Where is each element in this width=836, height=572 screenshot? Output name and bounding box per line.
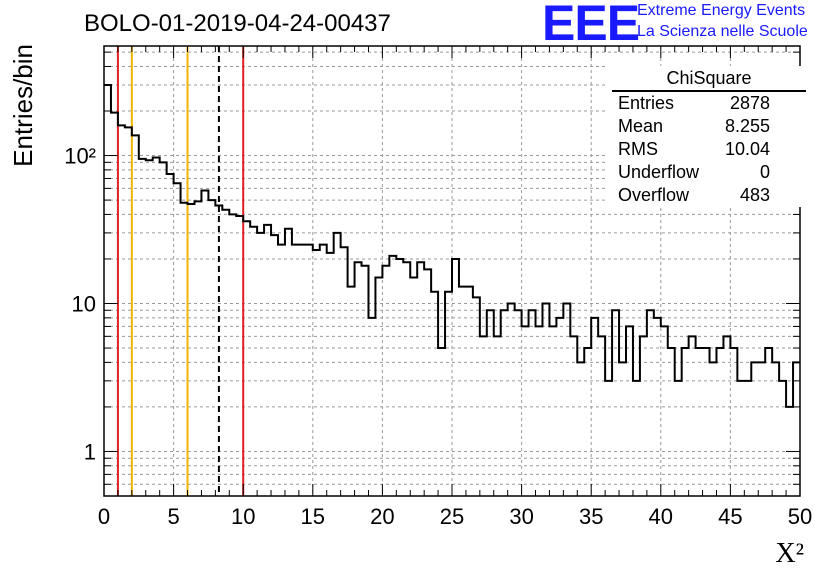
stats-row-mean: Mean 8.255 (608, 115, 806, 138)
x-tick-label: 25 (440, 504, 464, 529)
stats-row-rms: RMS 10.04 (608, 138, 806, 161)
logo-line-1: Extreme Energy Events (637, 2, 806, 19)
x-tick-label: 50 (788, 504, 812, 529)
y-axis-label: Entries/bin (8, 44, 38, 167)
y-tick-label: 1 (84, 439, 96, 464)
x-tick-label: 5 (167, 504, 179, 529)
x-tick-label: 20 (370, 504, 394, 529)
stats-row-entries: Entries 2878 (608, 92, 806, 115)
stats-name: ChiSquare (612, 66, 806, 92)
x-tick-label: 15 (301, 504, 325, 529)
y-tick-label: 10 (72, 292, 96, 317)
x-tick-label: 30 (509, 504, 533, 529)
x-tick-label: 10 (231, 504, 255, 529)
stats-value: 8.255 (724, 116, 770, 136)
stats-value: 2878 (729, 93, 770, 113)
x-axis-label: X² (775, 538, 804, 569)
stats-value: 0 (759, 162, 770, 182)
chart-title: BOLO-01-2019-04-24-00437 (84, 10, 391, 37)
eee-logo: EEE (542, 0, 640, 51)
stats-label: RMS (618, 139, 658, 159)
y-tick-label: 10² (64, 144, 96, 169)
x-tick-label: 45 (718, 504, 742, 529)
stats-label: Overflow (618, 185, 690, 205)
stats-label: Entries (618, 93, 675, 113)
stats-row-underflow: Underflow 0 (608, 161, 806, 184)
x-tick-label: 35 (579, 504, 603, 529)
x-tick-label: 0 (98, 504, 110, 529)
x-tick-label: 40 (649, 504, 673, 529)
stats-box: ChiSquare Entries 2878 Mean 8.255 RMS 10… (608, 66, 806, 207)
stats-value: 483 (739, 185, 770, 205)
stats-value: 10.04 (724, 139, 770, 159)
stats-label: Underflow (618, 162, 700, 182)
stats-row-overflow: Overflow 483 (608, 184, 806, 207)
logo-line-2: La Scienza nelle Scuole (637, 23, 808, 40)
histogram-series (104, 83, 800, 408)
stats-label: Mean (618, 116, 664, 136)
